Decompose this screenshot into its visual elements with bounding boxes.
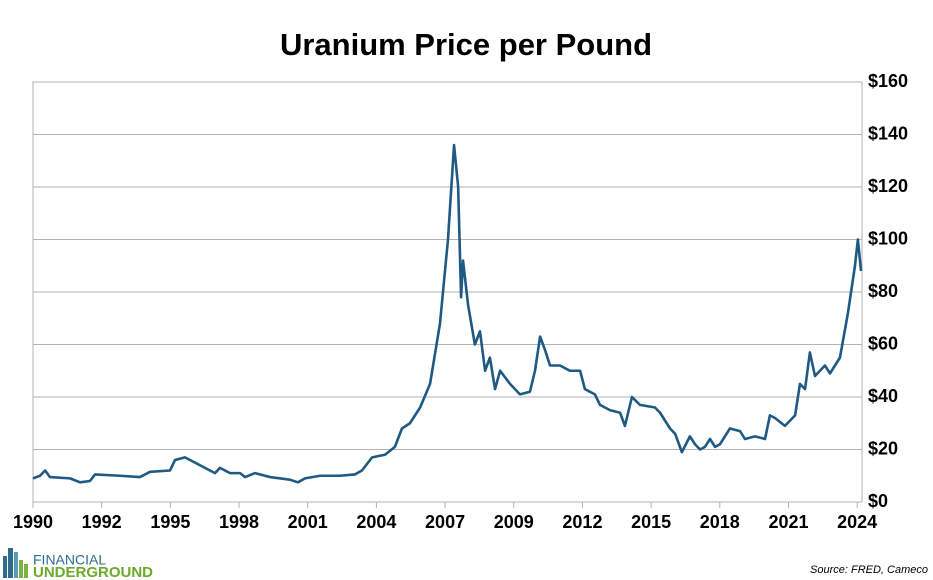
- y-tick-label: $60: [868, 333, 898, 353]
- x-tick-label: 1995: [150, 512, 190, 532]
- source-note: Source: FRED, Cameco: [810, 564, 928, 576]
- x-tick-label: 2009: [494, 512, 534, 532]
- x-tick-label: 2021: [768, 512, 808, 532]
- x-tick-label: 2015: [631, 512, 671, 532]
- y-tick-label: $20: [868, 438, 898, 458]
- logo-icon: [3, 548, 28, 578]
- y-tick-label: $140: [868, 123, 908, 143]
- y-tick-label: $160: [868, 71, 908, 91]
- y-tick-label: $0: [868, 491, 888, 511]
- x-tick-label: 2007: [425, 512, 465, 532]
- x-tick-label: 2018: [700, 512, 740, 532]
- logo-text: FINANCIAL: [33, 552, 106, 568]
- x-tick-label: 2012: [562, 512, 602, 532]
- y-tick-label: $100: [868, 228, 908, 248]
- x-tick-label: 1998: [219, 512, 259, 532]
- y-tick-label: $40: [868, 386, 898, 406]
- chart-title: Uranium Price per Pound: [280, 27, 652, 62]
- x-tick-label: 1990: [13, 512, 53, 532]
- price-line: [32, 143, 863, 484]
- x-tick-label: 1992: [82, 512, 122, 532]
- x-tick-label: 2004: [356, 512, 396, 532]
- plot-frame: [32, 81, 863, 503]
- x-tick-label: 2001: [288, 512, 328, 532]
- x-tick-label: 2024: [837, 512, 877, 532]
- y-tick-label: $80: [868, 281, 898, 301]
- y-tick-label: $120: [868, 176, 908, 196]
- logo-text: UNDERGROUND: [33, 564, 153, 580]
